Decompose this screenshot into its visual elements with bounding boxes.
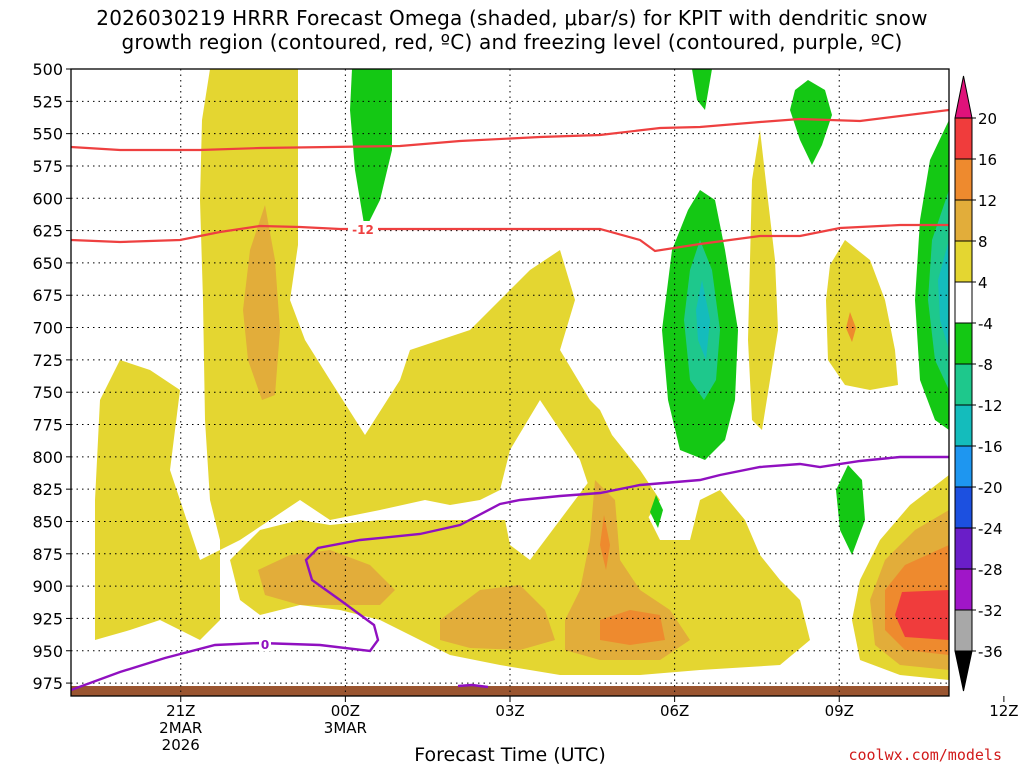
- colorbar: 20 16 12 8 4 -4 -8 -12 -16 -20 -24 -28 -32 -36: [954, 75, 1003, 692]
- y-tick-label: 875: [32, 545, 63, 564]
- omega-region: [692, 69, 712, 110]
- y-axis: 500 525 550 575 600 625 650 675 700 725 750 775 800 8…: [32, 60, 71, 693]
- x-tick-label: 09Z: [825, 702, 854, 720]
- x-axis-label: Forecast Time (UTC): [414, 744, 606, 766]
- y-tick-label: 800: [32, 448, 63, 467]
- colorbar-under-triangle: [954, 650, 973, 692]
- colorbar-segment: [954, 117, 973, 160]
- omega-region: [350, 69, 392, 230]
- x-tick-label: 2MAR: [159, 719, 202, 737]
- y-tick-label: 600: [32, 189, 63, 208]
- freezing-level-line: [71, 455, 949, 692]
- colorbar-segment: [954, 568, 973, 611]
- contour-label-bg: [348, 221, 378, 237]
- y-tick-label: 675: [32, 286, 63, 305]
- colorbar-tick-label: -4: [978, 315, 993, 333]
- omega-region: [696, 280, 710, 360]
- y-tick-label: 650: [32, 254, 63, 273]
- dgz-upper-contour: [71, 108, 949, 152]
- chart-title: 2026030219 HRRR Forecast Omega (shaded, …: [0, 6, 1024, 54]
- y-tick-label: 750: [32, 383, 63, 402]
- colorbar-tick-label: -8: [978, 356, 993, 374]
- y-tick-label: 950: [32, 642, 63, 661]
- x-tick-label: 03Z: [495, 702, 524, 720]
- omega-region: [95, 69, 660, 640]
- colorbar-segment: [954, 281, 973, 324]
- colorbar-tick-label: -24: [978, 520, 1003, 538]
- colorbar-segment: [954, 322, 973, 365]
- colorbar-tick-label: -12: [978, 397, 1003, 415]
- y-tick-label: 625: [32, 222, 63, 241]
- y-tick-label: 975: [32, 674, 63, 693]
- y-tick-label: 900: [32, 577, 63, 596]
- freezing-level-line: [457, 683, 489, 689]
- omega-region: [243, 205, 280, 400]
- temperature-contours: [71, 108, 949, 253]
- y-tick-label: 500: [32, 60, 63, 79]
- colorbar-segment: [954, 527, 973, 570]
- colorbar-tick-label: 12: [978, 192, 997, 210]
- omega-shading: [71, 69, 949, 696]
- freezing-contour-label: 0: [261, 638, 269, 652]
- y-tick-label: 550: [32, 125, 63, 144]
- title-line-2: growth region (contoured, red, ºC) and f…: [121, 30, 903, 54]
- y-tick-label: 700: [32, 319, 63, 338]
- colorbar-segment: [954, 240, 973, 283]
- colorbar-tick-label: -20: [978, 479, 1003, 497]
- omega-region: [258, 550, 395, 605]
- x-tick-label: 12Z: [989, 702, 1018, 720]
- dgz-lower-contour: [71, 223, 949, 253]
- omega-region: [600, 515, 610, 570]
- colorbar-tick-label: -16: [978, 438, 1003, 456]
- credit-link[interactable]: coolwx.com/models: [848, 746, 1002, 764]
- gridlines: [71, 69, 949, 696]
- x-tick-label: 06Z: [660, 702, 689, 720]
- omega-region: [895, 590, 949, 640]
- colorbar-segment: [954, 158, 973, 201]
- title-line-1: 2026030219 HRRR Forecast Omega (shaded, …: [96, 6, 928, 30]
- omega-region: [826, 240, 898, 390]
- contour-label-bg: [259, 637, 271, 651]
- y-tick-label: 725: [32, 351, 63, 370]
- omega-region: [440, 585, 555, 650]
- colorbar-segment: [954, 486, 973, 529]
- colorbar-segment: [954, 363, 973, 406]
- x-tick-label: 21Z: [166, 702, 195, 720]
- colorbar-segment: [954, 445, 973, 488]
- x-tick-label: 3MAR: [324, 719, 367, 737]
- y-tick-label: 575: [32, 157, 63, 176]
- omega-region: [748, 130, 778, 430]
- colorbar-tick-label: -36: [978, 643, 1003, 661]
- omega-region: [790, 80, 832, 165]
- colorbar-tick-label: 20: [978, 110, 997, 128]
- colorbar-tick-label: -28: [978, 561, 1003, 579]
- colorbar-tick-label: 16: [978, 151, 997, 169]
- omega-region: [836, 465, 865, 555]
- omega-region: [938, 240, 949, 350]
- y-tick-label: 825: [32, 480, 63, 499]
- colorbar-segment: [954, 609, 973, 652]
- omega-region: [650, 495, 663, 528]
- x-tick-label: 2026: [162, 736, 200, 754]
- y-tick-label: 775: [32, 416, 63, 435]
- freezing-level-contour: [71, 455, 949, 692]
- y-tick-label: 850: [32, 512, 63, 531]
- colorbar-tick-label: 4: [978, 274, 988, 292]
- colorbar-segment: [954, 404, 973, 447]
- temp-contour-label: -12: [352, 223, 374, 237]
- plot-area: [71, 69, 949, 696]
- colorbar-segment: [954, 199, 973, 242]
- x-tick-label: 00Z: [331, 702, 360, 720]
- y-tick-label: 925: [32, 609, 63, 628]
- y-tick-label: 525: [32, 92, 63, 111]
- colorbar-tick-label: -32: [978, 602, 1003, 620]
- colorbar-tick-label: 8: [978, 233, 988, 251]
- omega-region: [846, 312, 856, 342]
- colorbar-over-triangle: [954, 75, 973, 119]
